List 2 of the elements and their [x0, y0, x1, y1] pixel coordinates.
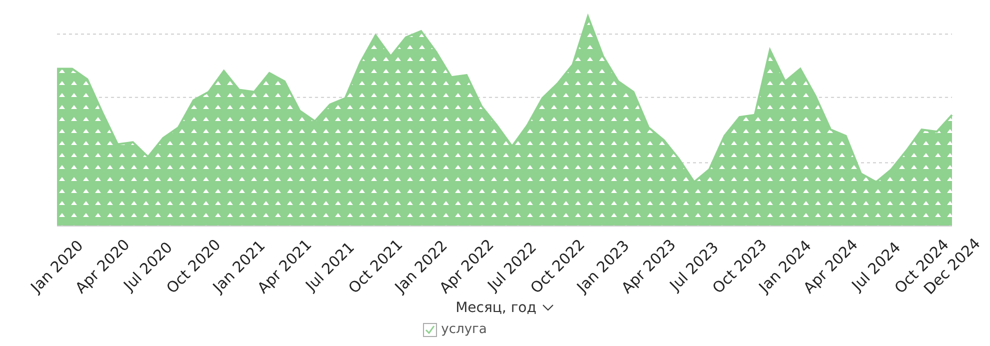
x-axis-title: Месяц, год — [456, 300, 536, 316]
legend-label: услуга — [441, 322, 487, 337]
